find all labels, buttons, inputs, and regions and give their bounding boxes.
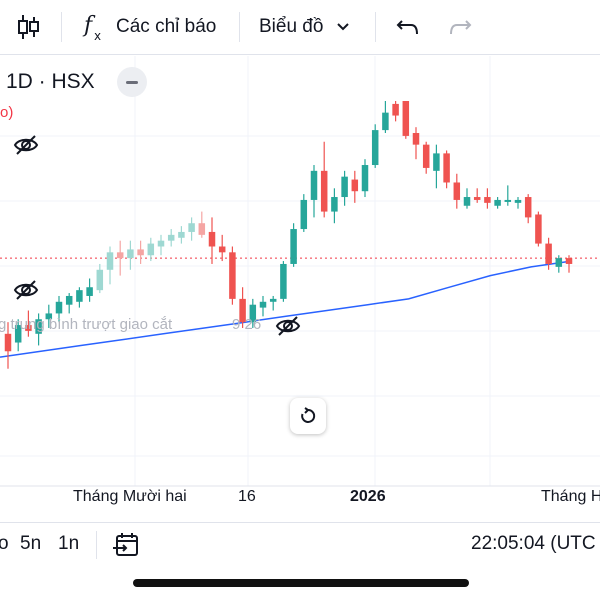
ma-indicator-value: 9 26: [232, 316, 262, 333]
candle-body: [147, 243, 155, 256]
candle-body: [188, 223, 195, 232]
collapse-legend-button[interactable]: [117, 67, 147, 97]
indicators-button[interactable]: f x Các chỉ báo: [82, 0, 216, 54]
undo-button[interactable]: [396, 0, 420, 54]
candle-body: [218, 246, 226, 253]
candle-body: [382, 112, 389, 131]
candle-body: [198, 223, 206, 235]
candle-body: [524, 197, 532, 218]
range-button-1n[interactable]: 1n: [58, 533, 80, 554]
candle-body: [433, 153, 440, 171]
candlestick-chart[interactable]: [0, 56, 600, 536]
candle-body: [463, 197, 471, 206]
candle-body: [157, 240, 165, 247]
candle-body: [259, 301, 267, 308]
candle-body: [402, 101, 410, 136]
candle-body: [137, 249, 144, 256]
candle-body: [453, 182, 461, 200]
candle-body: [392, 103, 399, 116]
top-toolbar: f x Các chỉ báo Biểu đồ: [0, 0, 600, 55]
chart-type-label: Biểu đồ: [259, 16, 324, 37]
chart-type-button[interactable]: Biểu đồ: [259, 0, 351, 54]
svg-text:x: x: [94, 29, 101, 42]
candle-body: [96, 269, 104, 291]
undo-icon: [396, 20, 418, 35]
goto-date-icon[interactable]: [112, 531, 140, 559]
candle-body: [167, 234, 175, 241]
range-button-5n[interactable]: 5n: [20, 533, 42, 554]
candle-body: [280, 263, 287, 299]
bottom-bar: o 5n 1n 22:05:04 (UTC: [0, 522, 600, 567]
candle-body: [361, 165, 369, 192]
candle-body: [86, 287, 93, 296]
clock-time: 22:05:04 (UTC: [471, 533, 596, 554]
candle-body: [116, 252, 124, 259]
candle-body: [106, 252, 114, 270]
candle-body: [504, 199, 512, 202]
candle-body: [65, 295, 73, 305]
candle-body: [76, 290, 83, 302]
home-indicator: [133, 579, 469, 587]
candle-body: [331, 197, 338, 212]
candles-icon: [18, 15, 39, 39]
candle-body: [422, 144, 430, 168]
candle-body: [514, 199, 522, 203]
candle-body: [494, 199, 501, 206]
toolbar-divider: [375, 12, 376, 42]
candle-body: [45, 313, 53, 320]
candle-body: [290, 229, 297, 264]
indicators-label: Các chỉ báo: [116, 16, 217, 37]
candle-body: [249, 304, 257, 323]
moving-average-line: [0, 260, 573, 358]
chart-pane[interactable]: [0, 56, 600, 536]
ma-indicator-label: g trung bình trượt giao cắt: [0, 316, 173, 333]
eye-hidden-icon[interactable]: [274, 314, 302, 338]
toolbar-divider: [61, 12, 62, 42]
candle-body: [484, 197, 491, 203]
candle-body: [25, 325, 32, 331]
candle-body: [239, 298, 246, 323]
candle-body: [535, 214, 542, 244]
toolbar-divider: [239, 12, 240, 42]
candle-body: [555, 258, 563, 267]
eye-hidden-icon[interactable]: [12, 278, 40, 302]
chevron-down-icon: [337, 23, 350, 31]
eye-hidden-icon[interactable]: [12, 133, 40, 157]
candle-body: [351, 179, 359, 192]
candle-body: [35, 319, 42, 334]
time-axis-label: 2026: [350, 488, 386, 505]
candle-body: [127, 249, 134, 259]
candle-body: [208, 231, 216, 247]
collapse-icon: [126, 80, 138, 84]
candle-body: [310, 170, 318, 200]
symbol-title: 1D · HSX: [6, 70, 95, 93]
candle-body: [300, 199, 308, 230]
reset-chart-button[interactable]: [290, 398, 326, 434]
candle-body: [178, 231, 185, 238]
reset-icon: [301, 407, 316, 423]
candle-body: [55, 301, 63, 314]
time-axis-label: 16: [238, 488, 256, 505]
time-axis-label: Tháng Mười hai: [73, 488, 187, 505]
candle-body: [565, 258, 573, 264]
candle-body: [371, 130, 379, 166]
candle-body: [545, 243, 552, 264]
candle-body: [269, 298, 277, 302]
candle-body: [443, 153, 450, 183]
fx-icon: f x: [82, 13, 101, 42]
candle-body: [473, 197, 481, 200]
bottom-divider: [96, 531, 97, 559]
time-axis-label: Tháng H: [541, 488, 600, 505]
candle-body: [412, 133, 420, 145]
chart-style-button[interactable]: [16, 0, 40, 54]
redo-button[interactable]: [448, 0, 472, 54]
candle-body: [4, 333, 12, 352]
candle-body: [341, 176, 348, 198]
redo-icon: [450, 20, 472, 35]
legend-change-fragment: o): [0, 104, 14, 121]
range-button-partial[interactable]: o: [0, 533, 9, 554]
candle-body: [229, 252, 236, 299]
candle-body: [14, 325, 22, 343]
candle-body: [320, 170, 328, 212]
